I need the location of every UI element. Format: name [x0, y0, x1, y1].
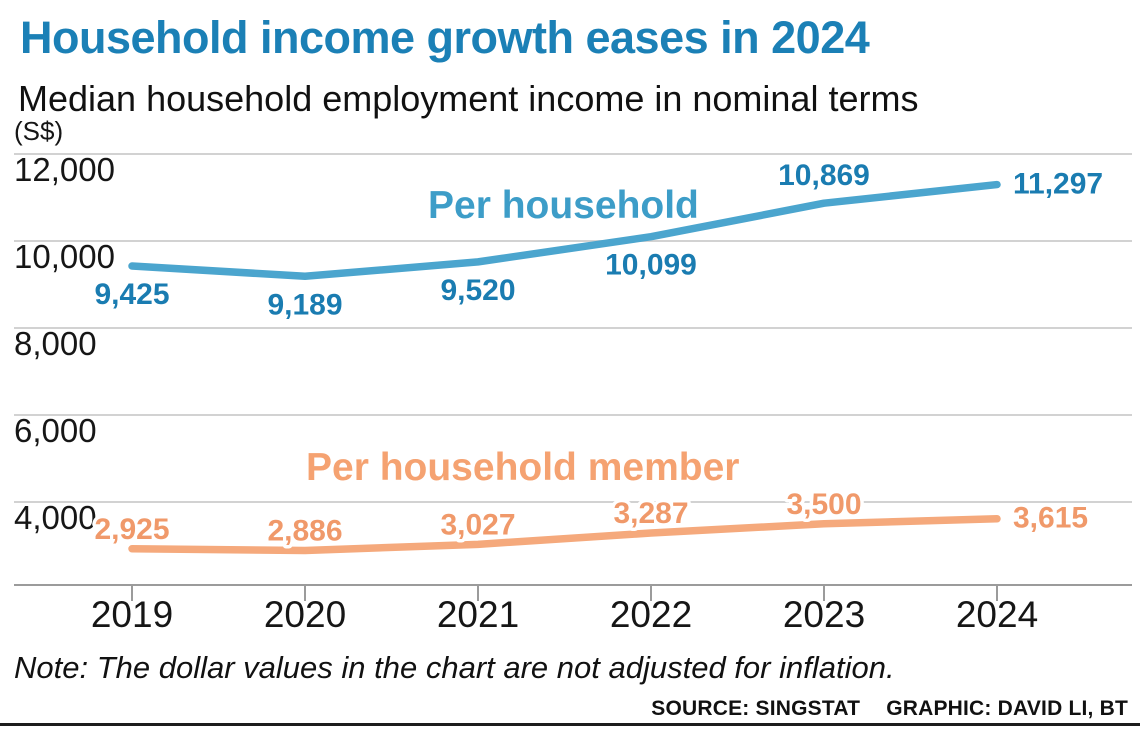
bottom-border-rule: [0, 723, 1140, 726]
data-label: 2,925: [94, 513, 169, 546]
data-label: 3,027: [440, 508, 515, 541]
chart-subtitle: Median household employment income in no…: [18, 78, 919, 119]
data-label: 10,099: [605, 249, 697, 282]
x-tick-label: 2020: [264, 594, 346, 635]
y-axis-unit-label: (S$): [14, 116, 64, 146]
source-row: SOURCE: SINGSTAT GRAPHIC: DAVID LI, BT: [651, 697, 1128, 721]
x-tick-label: 2021: [437, 594, 519, 635]
data-label: 10,869: [778, 159, 870, 192]
data-label: 9,520: [440, 274, 515, 307]
x-tick-label: 2023: [783, 594, 865, 635]
y-tick-label: 6,000: [14, 412, 97, 449]
x-tick-label: 2024: [956, 594, 1038, 635]
data-label: 3,500: [786, 488, 861, 521]
series-label-per-household-member: Per household member: [306, 446, 740, 489]
data-label: 9,189: [267, 288, 342, 321]
x-tick-label: 2022: [610, 594, 692, 635]
credit-label: GRAPHIC: DAVID LI, BT: [886, 697, 1128, 720]
data-label: 9,425: [94, 278, 169, 311]
data-label: 11,297: [1013, 168, 1103, 201]
y-tick-label: 12,000: [14, 151, 115, 188]
page-title: Household income growth eases in 2024: [20, 12, 870, 63]
source-label: SOURCE: SINGSTAT: [651, 697, 861, 720]
footnote: Note: The dollar values in the chart are…: [14, 650, 895, 685]
series-label-per-household: Per household: [428, 184, 699, 227]
data-label: 3,615: [1013, 502, 1088, 535]
y-tick-label: 8,000: [14, 325, 97, 362]
y-tick-label: 4,000: [14, 499, 97, 536]
series-line-blue: [128, 180, 1001, 281]
x-tick-label: 2019: [91, 594, 173, 635]
data-label: 2,886: [267, 514, 342, 547]
data-label: 3,287: [613, 497, 688, 530]
y-tick-label: 10,000: [14, 238, 115, 275]
series-line-orange: [128, 514, 1001, 555]
